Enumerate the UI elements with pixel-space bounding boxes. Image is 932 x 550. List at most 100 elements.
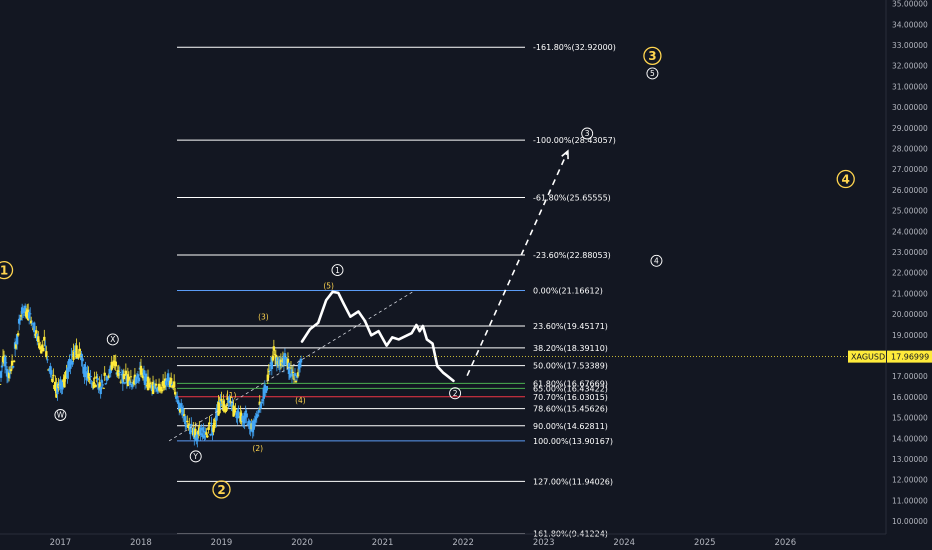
candle-body xyxy=(99,387,102,395)
candle-body xyxy=(95,376,98,379)
candle-body xyxy=(223,404,226,411)
candle-body xyxy=(136,374,140,378)
candle-body xyxy=(154,383,158,386)
candle-body xyxy=(265,385,269,391)
wave-label-circle xyxy=(581,127,594,140)
wave-label-circle xyxy=(0,260,14,280)
candle-body xyxy=(185,424,188,427)
wave-label-circle xyxy=(106,333,119,346)
y-tick-label: 34.00000 xyxy=(892,20,928,29)
candle-body xyxy=(89,375,92,378)
y-tick-label: 16.00000 xyxy=(892,393,928,402)
candle-body xyxy=(294,381,298,383)
candle-body xyxy=(159,386,163,391)
candle-body xyxy=(92,381,95,389)
candle-body xyxy=(273,354,277,356)
candle-body xyxy=(169,378,173,387)
fib-level-label: -161.80%(32.92000) xyxy=(533,43,616,52)
candle-body xyxy=(96,378,99,381)
wave-label-circle xyxy=(836,169,855,189)
candle-body xyxy=(206,435,209,438)
fib-level-label: 100.00%(13.90167) xyxy=(533,437,613,446)
candle-body xyxy=(41,344,44,351)
candle-body xyxy=(184,416,187,425)
y-tick-label: 10.00000 xyxy=(892,517,928,526)
x-tick-label: 2023 xyxy=(533,538,555,548)
candle-body xyxy=(253,419,256,423)
candle-body xyxy=(31,323,34,325)
x-tick-label: 2019 xyxy=(211,538,233,548)
y-tick-label: 26.00000 xyxy=(892,186,928,195)
y-tick-label: 19.00000 xyxy=(892,331,928,340)
candle-body xyxy=(226,397,229,401)
candle-body xyxy=(86,370,89,375)
candle-body xyxy=(234,408,237,410)
candle-body xyxy=(3,356,7,367)
candle-body xyxy=(102,387,105,389)
fibonacci-levels[interactable]: -161.80%(32.92000) -100.00%(28.43057) -61.… xyxy=(177,43,616,539)
candle-body xyxy=(101,384,104,386)
x-tick-label: 2026 xyxy=(774,538,796,548)
fib-level-label: -61.80%(25.65555) xyxy=(533,194,611,203)
y-tick-label: 24.00000 xyxy=(892,227,928,236)
candle-body xyxy=(39,346,42,350)
wave-label: 2 xyxy=(449,387,462,400)
candle-body xyxy=(70,354,73,356)
drawings[interactable] xyxy=(168,149,569,442)
y-tick-label: 31.00000 xyxy=(892,82,928,91)
projection-path[interactable] xyxy=(300,290,455,383)
candle-body xyxy=(202,426,205,433)
candle-body xyxy=(230,404,233,407)
y-tick-label: 25.00000 xyxy=(892,207,928,216)
fib-level-label: 0.00%(21.16612) xyxy=(533,286,603,295)
price-candles xyxy=(0,303,303,448)
candle-body xyxy=(229,400,232,403)
candle-body xyxy=(157,383,161,391)
candle-body xyxy=(218,402,221,414)
candle-body xyxy=(50,370,53,375)
candle-body xyxy=(72,350,75,360)
candle-body xyxy=(88,378,91,380)
candle-body xyxy=(147,383,151,388)
y-tick-label: 21.00000 xyxy=(892,289,928,298)
y-tick-label: 23.00000 xyxy=(892,248,928,257)
candle-body xyxy=(161,380,165,387)
candle-body xyxy=(16,333,20,336)
y-tick-label: 28.00000 xyxy=(892,145,928,154)
candle-body xyxy=(107,375,110,378)
candle-body xyxy=(272,346,276,351)
candle-body xyxy=(75,345,78,359)
y-tick-label: 22.00000 xyxy=(892,269,928,278)
y-tick-label: 13.00000 xyxy=(892,455,928,464)
wave-label-text: Y xyxy=(192,452,198,461)
y-tick-label: 11.00000 xyxy=(892,496,928,505)
candle-body xyxy=(203,435,206,438)
candle-body xyxy=(84,366,87,371)
time-axis[interactable]: 2017 2018 2019 2020 2021 2022 2023 2024 2025 2026 xyxy=(50,538,797,548)
candle-body xyxy=(213,422,216,429)
candle-body xyxy=(104,383,107,385)
candle-body xyxy=(0,371,3,378)
wave-label-text: 1 xyxy=(0,263,8,277)
candle-body xyxy=(46,359,49,361)
projection-dashed-line[interactable] xyxy=(466,150,569,376)
candle-body xyxy=(137,377,141,382)
candle-body xyxy=(110,361,113,370)
candle-body xyxy=(85,371,88,381)
candle-body xyxy=(200,427,203,431)
wave-label-text: W xyxy=(57,411,65,420)
candle-body xyxy=(122,374,126,380)
fib-level-label: 90.00%(14.62811) xyxy=(533,422,608,431)
wave-label-text: 4 xyxy=(654,256,659,265)
candle-body xyxy=(52,374,55,377)
candle-body xyxy=(49,365,52,372)
candle-body xyxy=(69,359,72,369)
candle-body xyxy=(196,431,199,442)
wave-label-circle xyxy=(646,67,659,80)
candle-body xyxy=(148,382,152,385)
candle-body xyxy=(81,358,84,362)
candle-body xyxy=(173,391,177,395)
candle-body xyxy=(271,355,275,361)
